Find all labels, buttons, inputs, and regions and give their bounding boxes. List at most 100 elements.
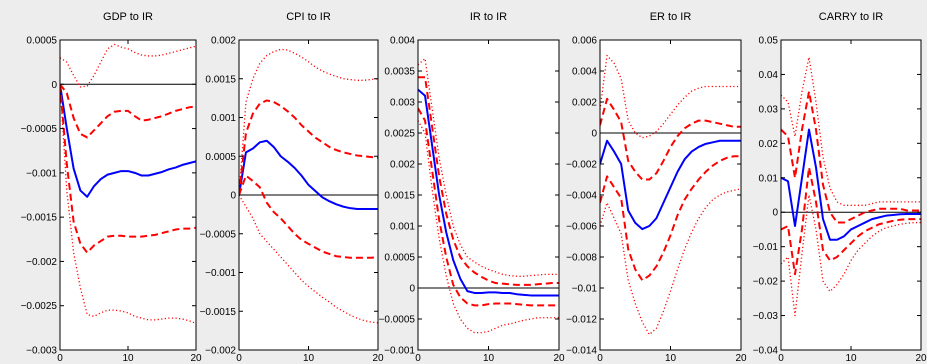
- series-dashed-line-2: [418, 76, 559, 286]
- y-tick-label: −0.04: [753, 346, 779, 357]
- y-tick-label: 0.0015: [384, 191, 415, 202]
- y-tick-label: 0.0025: [384, 129, 415, 140]
- y-tick-label: 0.05: [759, 36, 779, 47]
- y-tick-label: −0.001: [205, 268, 236, 279]
- plot-area: [781, 40, 921, 350]
- series-dashed-line-3: [781, 90, 921, 224]
- chart-panel-3: −0.001 −0.0005 0 0.0005 0.001 0.0015 0.002 0.00…: [379, 11, 565, 364]
- y-tick-label: 0.004: [390, 36, 415, 47]
- y-tick-label: −0.003: [26, 346, 57, 357]
- y-tick-label: 0.001: [390, 222, 415, 233]
- x-tick-label: 0: [597, 353, 603, 364]
- x-tick-label: 20: [190, 353, 202, 364]
- x-tick-label: 0: [415, 353, 421, 364]
- series-dotted-line-4: [600, 188, 741, 336]
- y-tick-label: −0.014: [566, 346, 597, 357]
- x-tick-label: 10: [303, 353, 315, 364]
- panel-title: GDP to IR: [103, 11, 153, 23]
- panel-title: CARRY to IR: [819, 11, 883, 23]
- y-tick-label: 0.01: [759, 173, 779, 184]
- x-tick-label: 10: [845, 353, 857, 364]
- panel-title: ER to IR: [650, 11, 692, 23]
- y-tick-label: 0: [409, 284, 415, 295]
- y-tick-label: −0.012: [566, 315, 597, 326]
- series-dashed-line-3: [418, 107, 559, 307]
- series-dashed-line-2: [781, 166, 921, 276]
- y-tick-label: 0.02: [759, 139, 779, 150]
- series-dotted-line-4: [781, 194, 921, 317]
- series-dotted-line-5: [60, 43, 196, 88]
- series-dashed-line-3: [239, 99, 378, 196]
- x-tick-label: 10: [122, 353, 134, 364]
- series-dotted-line-4: [239, 194, 378, 324]
- y-tick-label: −0.002: [205, 346, 236, 357]
- y-tick-label: 0.0005: [26, 36, 57, 47]
- x-tick-label: 20: [372, 353, 384, 364]
- y-tick-label: −0.004: [566, 191, 597, 202]
- y-tick-label: −0.008: [566, 253, 597, 264]
- plot-area: [600, 40, 741, 350]
- y-tick-label: 0.0035: [384, 67, 415, 78]
- x-tick-label: 20: [553, 353, 565, 364]
- x-tick-label: 10: [483, 353, 495, 364]
- series-dotted-line-4: [418, 57, 559, 277]
- y-tick-label: 0.0015: [205, 74, 236, 85]
- plot-area: [60, 40, 196, 350]
- y-tick-label: −0.0005: [200, 229, 237, 240]
- y-tick-label: 0.0005: [384, 253, 415, 264]
- y-tick-label: 0.002: [572, 98, 597, 109]
- plot-area: [418, 40, 559, 350]
- x-tick-label: 20: [735, 353, 747, 364]
- series-solid-line-1: [418, 88, 559, 297]
- y-tick-label: −0.01: [753, 242, 779, 253]
- series-dotted-line-5: [781, 56, 921, 206]
- y-tick-label: 0.03: [759, 104, 779, 115]
- y-tick-label: 0.001: [211, 113, 236, 124]
- y-tick-label: 0.003: [390, 98, 415, 109]
- series-dashed-line-3: [60, 83, 196, 139]
- y-tick-label: −0.001: [26, 168, 57, 179]
- series-dashed-line-2: [239, 174, 378, 259]
- chart-panel-5: −0.04 −0.03 −0.02 −0.01 0 0.01 0.02 0.03 0.04 0.0…: [753, 11, 927, 364]
- chart-panel-4: −0.014 −0.012 −0.01 −0.008 −0.006 −0.004 −0.00…: [566, 11, 747, 364]
- x-tick-label: 0: [236, 353, 242, 364]
- y-tick-label: −0.0005: [21, 124, 58, 135]
- y-tick-label: 0: [51, 80, 57, 91]
- y-tick-label: −0.0025: [21, 301, 58, 312]
- y-tick-label: 0.002: [390, 160, 415, 171]
- y-tick-label: 0.006: [572, 36, 597, 47]
- y-tick-label: −0.01: [572, 284, 598, 295]
- y-tick-label: 0: [230, 191, 236, 202]
- y-tick-label: 0.04: [759, 70, 779, 81]
- series-dashed-line-3: [600, 97, 741, 181]
- y-tick-label: −0.006: [566, 222, 597, 233]
- y-tick-label: −0.0005: [379, 315, 416, 326]
- series-solid-line-1: [781, 128, 921, 241]
- x-tick-label: 0: [57, 353, 63, 364]
- y-tick-label: −0.002: [26, 257, 57, 268]
- x-tick-label: 20: [915, 353, 927, 364]
- chart-panel-1: −0.003 −0.0025 −0.002 −0.0015 −0.001 −0.0005 0…: [21, 11, 202, 364]
- x-tick-label: 0: [778, 353, 784, 364]
- y-tick-label: −0.001: [384, 346, 415, 357]
- y-tick-label: 0.004: [572, 67, 597, 78]
- chart-panel-2: −0.002 −0.0015 −0.001 −0.0005 0 0.0005 0.001 0.…: [200, 11, 384, 364]
- y-tick-label: −0.02: [753, 277, 779, 288]
- y-tick-label: 0: [772, 208, 778, 219]
- series-dotted-line-5: [418, 120, 559, 334]
- series-solid-line-1: [600, 139, 741, 231]
- y-tick-label: 0: [591, 129, 597, 140]
- panel-title: CPI to IR: [286, 11, 331, 23]
- y-tick-label: −0.0015: [200, 307, 237, 318]
- series-dashed-line-2: [600, 155, 741, 282]
- series-dotted-line-5: [239, 48, 378, 196]
- y-tick-label: −0.0015: [21, 213, 58, 224]
- y-tick-label: −0.002: [566, 160, 597, 171]
- series-solid-line-1: [60, 84, 196, 198]
- panel-title: IR to IR: [470, 11, 507, 23]
- series-dashed-line-2: [60, 84, 196, 254]
- x-tick-label: 10: [665, 353, 677, 364]
- y-tick-label: −0.03: [753, 311, 779, 322]
- y-tick-label: 0.002: [211, 36, 236, 47]
